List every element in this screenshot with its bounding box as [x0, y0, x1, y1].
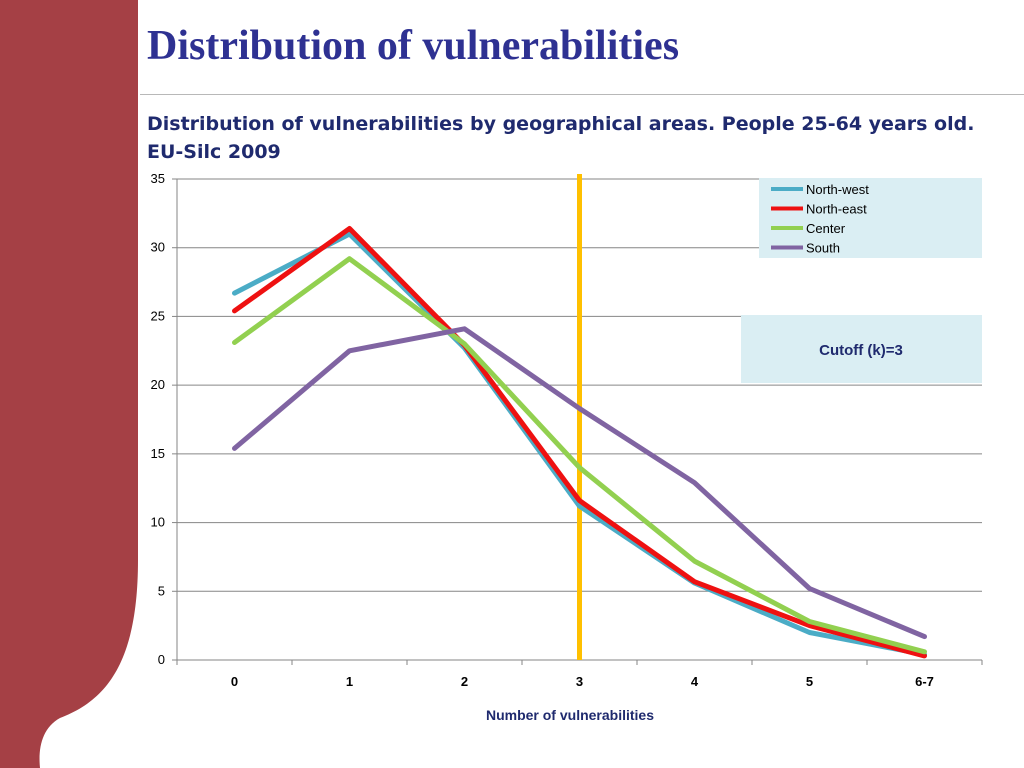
chart-title: Distribution of vulnerabilities by geogr…	[147, 113, 975, 163]
x-tick-label: 4	[691, 674, 699, 689]
series-line	[232, 326, 927, 640]
cutoff-annotation: Cutoff (k)=3	[741, 315, 982, 383]
y-tick-label: 25	[151, 308, 165, 323]
x-axis-ticks: 0 1 2 3 4 5 6-7	[176, 660, 983, 689]
x-tick-label: 6-7	[915, 674, 934, 689]
cutoff-label: Cutoff (k)=3	[819, 342, 903, 359]
x-tick-label: 1	[346, 674, 353, 689]
sidebar-decoration	[0, 0, 138, 768]
sidebar-shape	[0, 0, 138, 768]
y-tick-label: 0	[158, 652, 165, 667]
x-tick-label: 5	[806, 674, 813, 689]
y-tick-label: 30	[151, 240, 165, 255]
legend-entry: South	[806, 241, 840, 256]
legend-box	[759, 178, 982, 258]
legend-entry: North-east	[806, 202, 867, 217]
y-axis-ticks: 0 5 10 15 20 25 30 35	[151, 171, 177, 667]
y-tick-label: 35	[151, 171, 165, 186]
y-tick-label: 5	[158, 583, 165, 598]
legend-entry: North-west	[806, 182, 869, 197]
series-line	[232, 231, 927, 657]
x-tick-label: 2	[461, 674, 468, 689]
x-tick-label: 3	[576, 674, 583, 689]
y-tick-label: 20	[151, 377, 165, 392]
x-tick-label: 0	[231, 674, 238, 689]
series-line	[232, 226, 927, 659]
legend-entry: Center	[806, 221, 846, 236]
x-axis-label: Number of vulnerabilities	[486, 707, 654, 723]
page-title: Distribution of vulnerabilities	[147, 23, 680, 69]
series-lines	[232, 226, 927, 659]
y-tick-label: 15	[151, 446, 165, 461]
y-tick-label: 10	[151, 515, 165, 530]
cutoff-annotation-box	[741, 315, 982, 383]
series-line	[232, 256, 927, 655]
title-divider	[140, 94, 1024, 95]
legend: North-west North-east Center South	[759, 178, 982, 258]
